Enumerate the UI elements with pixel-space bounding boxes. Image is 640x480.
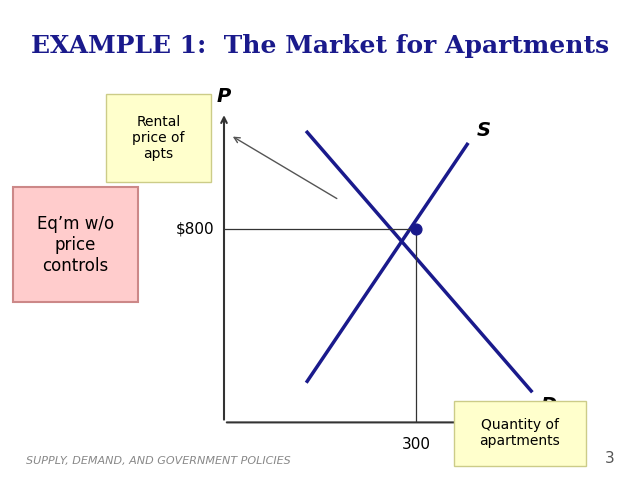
Point [411,225,421,233]
Text: EXAMPLE 1:  The Market for Apartments: EXAMPLE 1: The Market for Apartments [31,34,609,58]
Text: Eq’m w/o
price
controls: Eq’m w/o price controls [36,215,114,275]
Text: Quantity of
apartments: Quantity of apartments [479,418,561,448]
Text: Q: Q [557,422,573,442]
Text: D: D [541,396,557,415]
Text: S: S [477,120,491,140]
Text: P: P [217,87,231,106]
Text: 3: 3 [605,451,614,466]
Text: SUPPLY, DEMAND, AND GOVERNMENT POLICIES: SUPPLY, DEMAND, AND GOVERNMENT POLICIES [26,456,291,466]
Text: 300: 300 [401,437,431,452]
Text: $800: $800 [176,221,214,237]
Text: Rental
price of
apts: Rental price of apts [132,115,185,161]
